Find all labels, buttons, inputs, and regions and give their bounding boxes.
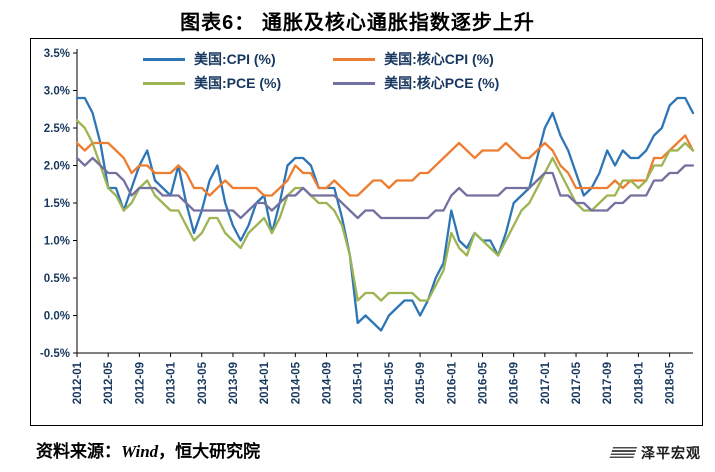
legend-swatch-core-pce bbox=[333, 81, 376, 85]
x-axis-tick-label: 2018-01 bbox=[633, 361, 645, 404]
legend-label-core-cpi: 美国:核心CPI (%) bbox=[384, 51, 494, 67]
x-axis-tick-label: 2014-05 bbox=[290, 361, 302, 404]
y-axis-tick-label: 3.5% bbox=[44, 48, 70, 60]
striped-flag-icon bbox=[608, 446, 638, 460]
x-axis-tick-label: 2014-01 bbox=[259, 361, 271, 404]
y-axis-tick-label: 2.0% bbox=[44, 161, 70, 173]
legend-item-core-pce: 美国:核心PCE (%) bbox=[333, 73, 499, 93]
source-note-wind: Wind bbox=[121, 442, 159, 461]
x-axis-tick-label: 2012-09 bbox=[134, 362, 146, 404]
legend-label-pce: 美国:PCE (%) bbox=[194, 75, 282, 91]
series-line-1 bbox=[75, 134, 695, 197]
x-axis-tick-label: 2012-05 bbox=[103, 361, 115, 404]
y-axis-tick-label: 0.5% bbox=[44, 273, 70, 285]
legend-item-core-cpi: 美国:核心CPI (%) bbox=[333, 49, 499, 69]
y-axis-tick-label: 3.0% bbox=[44, 86, 70, 98]
y-axis-tick-label: 1.0% bbox=[44, 236, 70, 248]
x-axis-tick-label: 2016-09 bbox=[509, 362, 521, 404]
y-axis-tick-label: 2.5% bbox=[44, 123, 70, 135]
legend-swatch-core-cpi bbox=[333, 57, 376, 61]
source-note: 资料来源：Wind，恒大研究院 bbox=[36, 437, 260, 462]
chart-legend: 美国:CPI (%) 美国:核心CPI (%) 美国:PCE (%) 美国:核心… bbox=[143, 49, 499, 93]
series-line-3 bbox=[75, 156, 695, 220]
x-axis-tick-label: 2017-09 bbox=[602, 362, 614, 404]
x-axis-tick-label: 2013-09 bbox=[228, 362, 240, 404]
line-chart-canvas: 3.5%3.0%2.5%2.0%1.5%1.0%0.5%0.0%-0.5%201… bbox=[40, 48, 695, 404]
legend-label-core-pce: 美国:核心PCE (%) bbox=[384, 75, 500, 91]
series-line-0 bbox=[75, 96, 695, 332]
x-axis-tick-label: 2012-01 bbox=[72, 361, 84, 404]
legend-swatch-pce bbox=[143, 81, 185, 85]
x-axis-tick-label: 2016-05 bbox=[477, 361, 489, 404]
x-axis-tick-label: 2014-09 bbox=[322, 362, 334, 404]
x-axis-tick-label: 2013-05 bbox=[197, 361, 209, 404]
chart-title: 图表6： 通胀及核心通胀指数逐步上升 bbox=[180, 12, 535, 34]
source-note-prefix: 资料来源： bbox=[36, 442, 121, 461]
x-axis-tick-label: 2015-09 bbox=[415, 362, 427, 404]
legend-swatch-cpi bbox=[143, 57, 185, 61]
x-axis-tick-label: 2017-01 bbox=[540, 361, 552, 404]
x-axis-tick-label: 2015-05 bbox=[384, 361, 396, 404]
chart-frame: 3.5% 3.0% 2.5% 2.0% 1.5% 1.0% 0.5% 0.0% -0.5% 201… bbox=[30, 38, 703, 426]
x-axis-tick-label: 2016-01 bbox=[446, 361, 458, 404]
x-axis-tick-label: 2015-01 bbox=[353, 361, 365, 404]
y-axis-tick-label: -0.5% bbox=[40, 348, 70, 360]
x-axis-tick-label: 2013-01 bbox=[166, 361, 178, 404]
legend-item-pce: 美国:PCE (%) bbox=[143, 73, 281, 93]
y-axis-tick-label: 1.5% bbox=[44, 198, 70, 210]
y-axis-tick-label: 0.0% bbox=[44, 311, 70, 323]
source-note-suffix: ，恒大研究院 bbox=[158, 442, 261, 461]
x-axis-tick-label: 2018-05 bbox=[665, 361, 677, 404]
legend-item-cpi: 美国:CPI (%) bbox=[143, 49, 281, 69]
watermark-label: 泽平宏观 bbox=[641, 445, 701, 461]
x-axis-tick-label: 2017-05 bbox=[571, 361, 583, 404]
watermark: 泽平宏观 bbox=[608, 443, 701, 463]
legend-label-cpi: 美国:CPI (%) bbox=[194, 51, 276, 67]
